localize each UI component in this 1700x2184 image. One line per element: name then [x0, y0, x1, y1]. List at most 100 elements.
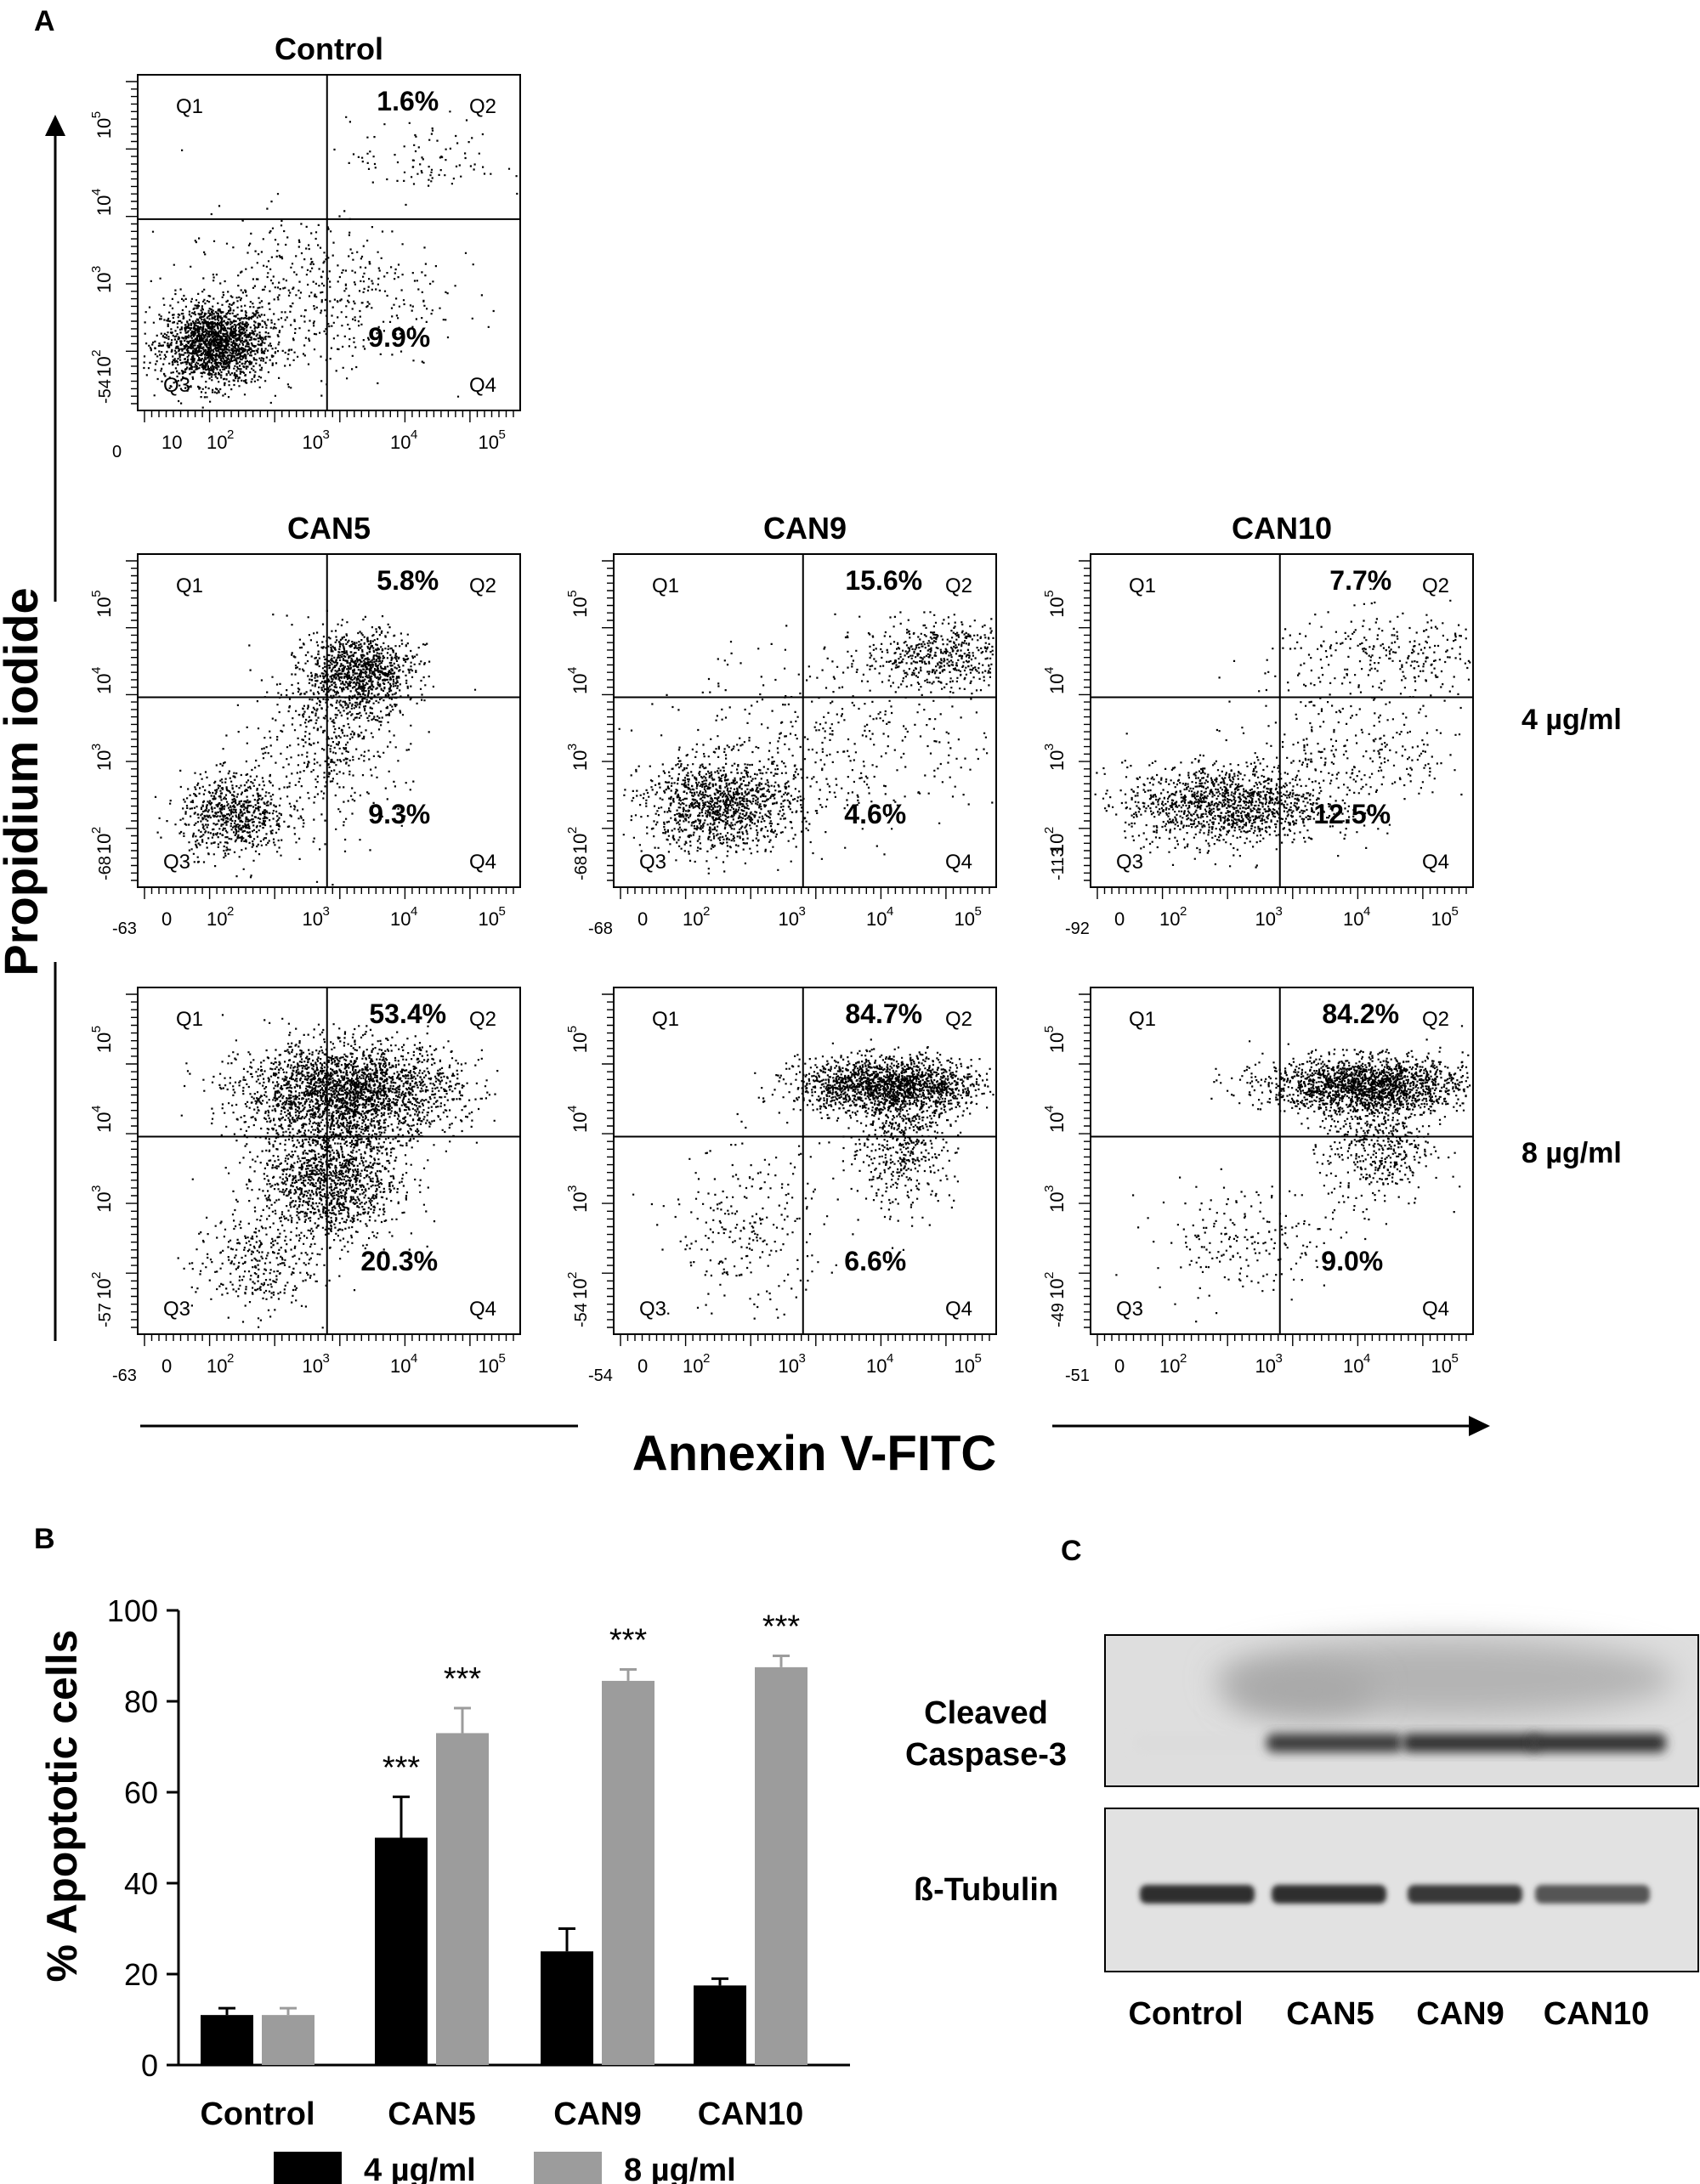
legend-swatch-8ug	[534, 2152, 602, 2184]
x-tick-decade: 10	[479, 1355, 499, 1377]
y-tick-exponent: 3	[89, 266, 104, 273]
y-tick-exponent: 2	[1042, 827, 1057, 834]
x-tick-exponent: 5	[499, 427, 506, 442]
legend-label-4ug: 4 µg/ml	[364, 2153, 476, 2184]
y-tick-label: 60	[124, 1775, 158, 1810]
x-tick-exponent: 2	[227, 1351, 234, 1366]
y-tick-exponent: 3	[1042, 744, 1057, 750]
flow-plot-events	[1115, 1025, 1471, 1323]
tubulin-band	[1408, 1885, 1522, 1904]
x-tick-decade: 10	[207, 1355, 227, 1377]
y-tick-exponent: 4	[89, 189, 104, 195]
significance-marker: ***	[444, 1661, 482, 1697]
x-tick-exponent: 5	[499, 1351, 506, 1366]
tubulin-bands	[1140, 1885, 1650, 1904]
y-tick-decade: 10	[570, 673, 591, 693]
quadrant-q1: Q1	[1129, 574, 1156, 597]
x-tick-decade: 10	[303, 432, 323, 453]
y-tick-decade: 10	[94, 195, 115, 216]
y-tick-decade: 10	[570, 597, 591, 617]
row-label-8ug: 8 µg/ml	[1522, 1137, 1622, 1169]
quadrant-q3: Q3	[163, 374, 190, 397]
x-axis-ticks	[144, 1334, 514, 1346]
flow-plot-frame	[613, 987, 997, 1335]
y-tick-decade: 10	[1046, 1033, 1068, 1053]
caspase3-band	[1530, 1734, 1666, 1752]
y-tick-decade: 10	[94, 673, 115, 693]
quadrant-q2-percent: 84.2%	[1322, 999, 1399, 1029]
quadrant-q3: Q3	[1116, 1298, 1143, 1321]
flow-plot-events	[143, 110, 518, 409]
x-tick-zero: 0	[638, 908, 648, 930]
quadrant-q2-percent: 1.6%	[377, 86, 439, 116]
y-tick-exponent: 4	[1042, 1106, 1057, 1112]
y-tick-exponent: 3	[565, 1185, 580, 1192]
x-axis-ticks	[1096, 887, 1467, 899]
x-tick-exponent: 3	[1276, 1351, 1283, 1366]
x-tick-exponent: 4	[887, 1351, 893, 1366]
x-tick-zero: 0	[1114, 1355, 1125, 1377]
x-tick-min: -63	[112, 919, 137, 938]
quadrant-q1: Q1	[1129, 1008, 1156, 1031]
y-tick-decade: 10	[570, 1278, 591, 1299]
x-tick-exponent: 2	[703, 1351, 710, 1366]
y-tick-decade: 10	[570, 1191, 591, 1212]
x-tick-exponent: 4	[411, 1351, 417, 1366]
x-tick-decade: 10	[1159, 1355, 1180, 1377]
quadrant-q4: Q4	[469, 374, 496, 397]
caspase3-band	[1402, 1734, 1538, 1752]
quadrant-q2: Q2	[1422, 1008, 1449, 1031]
y-tick-exponent: 4	[1042, 667, 1057, 674]
y-axis-ticks	[126, 993, 138, 1328]
y-tick-exponent: 3	[565, 744, 580, 750]
y-tick-label: 100	[107, 1593, 158, 1628]
x-tick-min: -92	[1065, 919, 1090, 938]
y-tick-exponent: 4	[565, 667, 580, 674]
quadrant-q4-percent: 12.5%	[1313, 799, 1391, 829]
blot-caspase3	[1104, 1634, 1699, 1787]
panel-a-label: A	[34, 5, 55, 37]
quadrant-q1: Q1	[176, 574, 203, 597]
quadrant-q2: Q2	[945, 574, 972, 597]
y-tick-exponent: 4	[89, 1106, 104, 1112]
x-tick-exponent: 2	[703, 904, 710, 919]
lane-label-can5: CAN5	[1286, 1996, 1374, 2032]
significance-marker: ***	[382, 1750, 421, 1785]
x-tick-decade: 10	[207, 432, 227, 453]
y-tick-exponent: 2	[89, 827, 104, 834]
x-tick-exponent: 4	[1363, 1351, 1370, 1366]
x-tick-exponent: 4	[887, 904, 893, 919]
y-axis-ticks	[1079, 993, 1091, 1328]
quadrant-q1: Q1	[652, 574, 679, 597]
quadrant-q1: Q1	[652, 1008, 679, 1031]
x-tick-decade: 10	[390, 1355, 411, 1377]
x-tick-decade: 10	[303, 908, 323, 930]
y-tick-exponent: 5	[1042, 1026, 1057, 1033]
y-tick-decade: 10	[1046, 1191, 1068, 1212]
y-tick-decade: 10	[570, 750, 591, 771]
x-tick-exponent: 2	[1180, 1351, 1187, 1366]
x-tick-exponent: 4	[1363, 904, 1370, 919]
x-tick-min: -51	[1065, 1366, 1090, 1385]
lane-label-can10: CAN10	[1544, 1996, 1650, 2032]
y-tick-min: -68	[572, 856, 591, 880]
x-tick-exponent: 2	[227, 904, 234, 919]
y-tick-decade: 10	[94, 597, 115, 617]
x-axis-arrow	[140, 1416, 1490, 1436]
flow-plot-events	[154, 609, 477, 886]
bar-4ug-can10	[694, 1985, 746, 2065]
y-tick-decade: 10	[94, 1191, 115, 1212]
y-tick-decade: 10	[94, 834, 115, 854]
quadrant-q4: Q4	[945, 851, 972, 874]
caspase3-bands	[1135, 1734, 1666, 1752]
y-tick-exponent: 3	[1042, 1185, 1057, 1192]
quadrant-q2-percent: 7.7%	[1329, 565, 1391, 596]
quadrant-q4-percent: 20.3%	[360, 1246, 438, 1276]
bar-4ug-control	[201, 2015, 253, 2065]
y-tick-label: 40	[124, 1866, 158, 1901]
